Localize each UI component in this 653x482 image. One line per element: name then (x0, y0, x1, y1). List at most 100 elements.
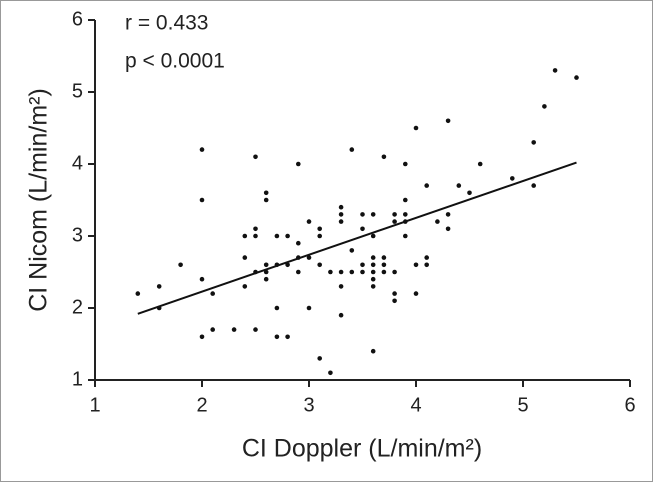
point (274, 334, 280, 340)
point (360, 269, 365, 275)
point (285, 262, 290, 268)
point (360, 226, 365, 232)
point (392, 269, 397, 275)
point (285, 233, 290, 239)
point (263, 262, 269, 268)
x-tick-label: 1 (89, 394, 100, 416)
point (392, 298, 397, 304)
point (403, 161, 408, 167)
point (156, 284, 162, 289)
point (253, 233, 258, 239)
point (445, 226, 451, 232)
point (531, 183, 536, 188)
point (477, 161, 483, 167)
point (253, 226, 258, 232)
point (510, 176, 515, 181)
point (328, 370, 333, 376)
fit-line (137, 161, 577, 315)
point (403, 233, 408, 239)
point (231, 327, 237, 332)
point (199, 334, 205, 340)
point (274, 233, 280, 239)
y-tick-label: 3 (72, 224, 83, 246)
point (349, 269, 355, 275)
point (199, 147, 205, 152)
point (370, 348, 376, 354)
point (467, 190, 472, 196)
point (552, 68, 558, 73)
point (306, 219, 312, 224)
point (338, 312, 344, 318)
point (338, 212, 344, 217)
point (445, 118, 451, 124)
point (370, 233, 376, 239)
point (338, 269, 344, 275)
point (381, 262, 387, 268)
point (242, 255, 248, 260)
point (370, 269, 376, 275)
point (403, 212, 408, 217)
x-tick-label: 6 (624, 394, 635, 416)
point (178, 262, 183, 268)
point (370, 212, 376, 217)
point (370, 284, 376, 289)
point (360, 212, 365, 217)
point (435, 219, 440, 224)
point (317, 356, 323, 361)
point (338, 284, 344, 289)
point (370, 276, 376, 282)
x-tick-label: 2 (196, 394, 207, 416)
point (542, 104, 547, 109)
y-tick-label: 6 (72, 8, 83, 30)
point (381, 269, 387, 275)
point (210, 327, 215, 332)
point (424, 183, 430, 188)
point (317, 233, 323, 239)
point (210, 291, 215, 296)
x-tick-label: 3 (303, 394, 314, 416)
y-tick-label: 2 (72, 296, 83, 318)
point (263, 276, 269, 282)
point (370, 262, 376, 268)
x-axis-label: CI Doppler (L/min/m²) (242, 435, 482, 463)
point (456, 183, 462, 188)
point (403, 197, 408, 203)
point (306, 255, 312, 260)
point (392, 212, 397, 217)
point (413, 125, 419, 131)
point (424, 262, 430, 268)
y-tick-label: 1 (72, 368, 83, 390)
point (328, 269, 333, 275)
point (445, 212, 451, 217)
point (253, 327, 258, 332)
point (242, 284, 248, 289)
point (338, 204, 344, 210)
point (306, 305, 312, 311)
point (424, 255, 430, 260)
point (296, 269, 301, 275)
point (574, 75, 579, 80)
y-tick-label: 4 (72, 152, 83, 174)
x-tick-label: 4 (410, 394, 421, 416)
y-tick-label: 5 (72, 80, 83, 102)
point (531, 140, 536, 145)
point (317, 262, 323, 268)
point (285, 334, 290, 340)
point (413, 291, 419, 296)
point (135, 291, 141, 296)
annotation: r = 0.433 (125, 12, 208, 35)
point (199, 197, 205, 203)
annotation: p < 0.0001 (125, 50, 225, 73)
point (274, 305, 280, 311)
y-axis-label: CI Nicom (L/min/m²) (25, 88, 53, 312)
point (199, 276, 205, 282)
point (413, 262, 419, 268)
point (392, 291, 397, 296)
point (360, 262, 365, 268)
x-tick-label: 5 (517, 394, 528, 416)
point (392, 219, 397, 224)
point (296, 240, 301, 246)
point (349, 147, 355, 152)
